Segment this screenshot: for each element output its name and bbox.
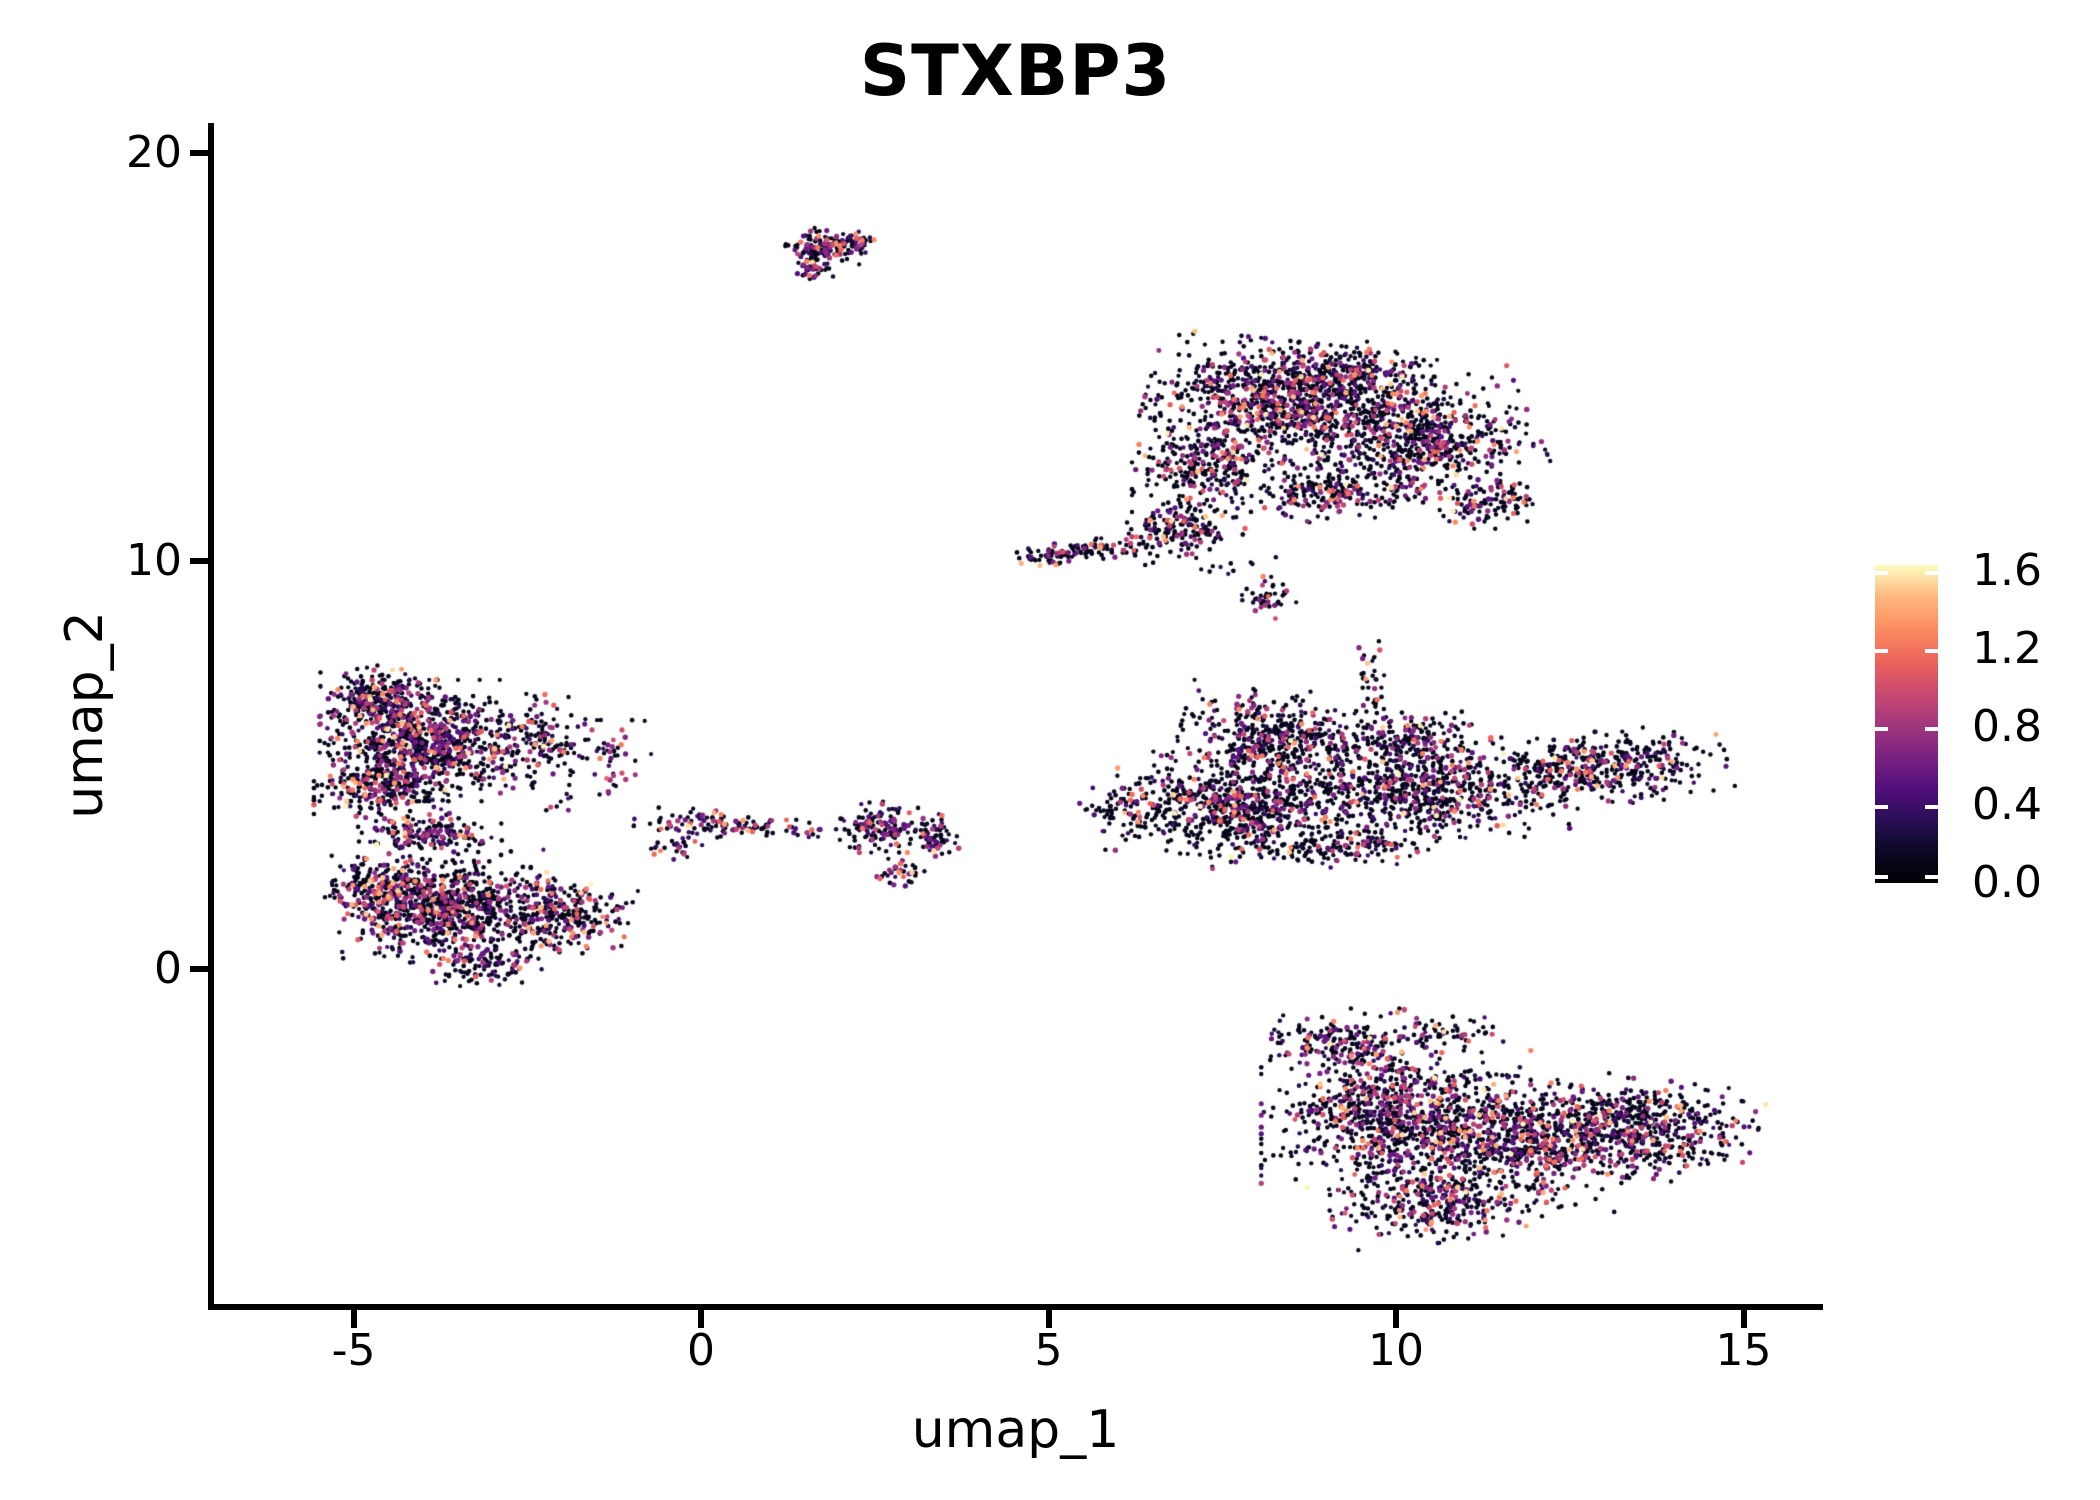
- colorbar-tick-mark: [1875, 804, 1888, 809]
- x-tick-label: 0: [687, 1325, 715, 1376]
- y-tick-label: 20: [126, 127, 182, 178]
- y-tick-label: 10: [126, 535, 182, 586]
- colorbar-tick-label: 1.2: [1972, 622, 2042, 674]
- x-tick-label: 15: [1715, 1325, 1772, 1376]
- colorbar-tick-mark: [1925, 570, 1938, 575]
- x-tick-mark: [1740, 1310, 1747, 1328]
- y-tick-mark: [190, 558, 208, 564]
- x-tick-mark: [350, 1310, 357, 1328]
- colorbar-tick-mark: [1925, 648, 1938, 653]
- colorbar-gradient: [1875, 565, 1938, 883]
- x-tick-label: 10: [1368, 1325, 1424, 1376]
- y-tick-mark: [190, 966, 208, 972]
- x-axis-line: [208, 1304, 1823, 1310]
- y-tick-mark: [190, 150, 208, 156]
- colorbar-tick-label: 0.4: [1972, 778, 2042, 830]
- x-tick-mark: [1045, 1310, 1052, 1328]
- x-tick-mark: [698, 1310, 704, 1328]
- plot-title: STXBP3: [859, 30, 1172, 112]
- x-tick-label: -5: [331, 1325, 376, 1376]
- x-tick-label: 5: [1034, 1325, 1063, 1376]
- colorbar-tick-mark: [1875, 726, 1888, 731]
- y-tick-label: 0: [154, 943, 182, 994]
- colorbar-tick-label: 1.6: [1972, 544, 2042, 596]
- colorbar-tick-label: 0.0: [1972, 857, 2042, 908]
- colorbar-tick-mark: [1925, 804, 1938, 809]
- colorbar-tick-mark: [1925, 875, 1938, 879]
- colorbar-tick-label: 0.8: [1972, 700, 2042, 752]
- colorbar-tick-mark: [1875, 570, 1888, 575]
- y-axis-line: [208, 123, 214, 1310]
- y-axis-title: umap_2: [55, 611, 115, 819]
- colorbar-tick-mark: [1875, 875, 1888, 879]
- x-tick-mark: [1393, 1310, 1399, 1328]
- colorbar-tick-mark: [1875, 648, 1888, 653]
- x-axis-title: umap_1: [911, 1400, 1120, 1460]
- colorbar-tick-mark: [1925, 726, 1938, 731]
